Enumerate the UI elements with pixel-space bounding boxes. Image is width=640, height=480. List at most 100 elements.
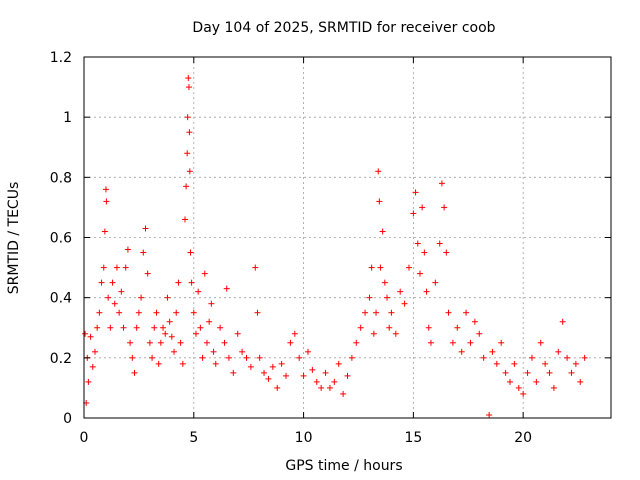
data-point <box>116 309 123 316</box>
y-tick-label: 0.4 <box>50 291 72 307</box>
data-point <box>291 330 298 337</box>
data-point <box>135 309 142 316</box>
data-point <box>151 324 158 331</box>
data-point <box>192 330 199 337</box>
data-point <box>113 264 120 271</box>
data-point <box>252 264 259 271</box>
data-point <box>370 330 377 337</box>
data-point <box>111 300 118 307</box>
data-point <box>425 324 432 331</box>
data-point <box>498 339 505 346</box>
data-point <box>254 309 261 316</box>
data-point <box>427 339 434 346</box>
data-point <box>489 348 496 355</box>
data-point <box>91 348 98 355</box>
data-point <box>109 279 116 286</box>
y-tick-label: 1 <box>63 110 72 126</box>
data-point <box>416 270 423 277</box>
data-point <box>436 240 443 247</box>
y-tick-label: 1.2 <box>50 50 72 66</box>
x-tick-label: 15 <box>404 430 422 446</box>
data-point <box>443 249 450 256</box>
data-point <box>414 240 421 247</box>
x-tick-label: 0 <box>80 430 89 446</box>
data-point <box>201 270 208 277</box>
data-point <box>388 309 395 316</box>
data-point <box>138 294 145 301</box>
data-point <box>376 198 383 205</box>
data-point <box>405 264 412 271</box>
data-point <box>486 411 493 418</box>
data-point <box>94 324 101 331</box>
data-point <box>421 249 428 256</box>
x-tick-label: 5 <box>189 430 198 446</box>
data-point <box>87 333 94 340</box>
data-point <box>265 375 272 382</box>
data-point <box>187 249 194 256</box>
data-point <box>458 348 465 355</box>
data-point <box>221 339 228 346</box>
data-point <box>379 228 386 235</box>
data-point <box>326 384 333 391</box>
data-point <box>146 339 153 346</box>
data-point <box>184 150 191 157</box>
y-tick-label: 0.6 <box>50 231 72 247</box>
data-point <box>243 354 250 361</box>
data-point <box>581 354 588 361</box>
data-point <box>438 180 445 187</box>
data-point <box>340 390 347 397</box>
y-tick-label: 0.8 <box>50 170 72 186</box>
data-point <box>287 339 294 346</box>
data-point <box>164 294 171 301</box>
data-points <box>82 75 588 418</box>
data-point <box>155 360 162 367</box>
data-point <box>179 360 186 367</box>
data-point <box>89 363 96 370</box>
data-point <box>197 324 204 331</box>
data-point <box>463 309 470 316</box>
plot-frame <box>83 56 612 419</box>
data-point <box>528 354 535 361</box>
data-point <box>105 294 112 301</box>
data-point <box>445 309 452 316</box>
data-point <box>309 366 316 373</box>
data-point <box>120 324 127 331</box>
data-point <box>555 348 562 355</box>
data-point <box>467 339 474 346</box>
data-point <box>230 369 237 376</box>
data-point <box>506 378 513 385</box>
data-point <box>162 330 169 337</box>
data-point <box>186 129 193 136</box>
data-point <box>133 324 140 331</box>
chart-title: Day 104 of 2025, SRMTID for receiver coo… <box>192 20 495 36</box>
data-point <box>401 300 408 307</box>
data-point <box>102 186 109 193</box>
data-point <box>212 360 219 367</box>
data-point <box>118 288 125 295</box>
data-point <box>239 348 246 355</box>
data-point <box>217 324 224 331</box>
data-point <box>559 318 566 325</box>
data-point <box>184 114 191 121</box>
data-point <box>386 324 393 331</box>
data-point <box>546 369 553 376</box>
x-tick-label: 10 <box>295 430 313 446</box>
data-point <box>247 363 254 370</box>
data-point <box>381 279 388 286</box>
data-point <box>511 360 518 367</box>
data-point <box>274 384 281 391</box>
data-point <box>142 225 149 232</box>
data-point <box>318 384 325 391</box>
data-point <box>537 339 544 346</box>
data-point <box>373 309 380 316</box>
data-point <box>269 363 276 370</box>
data-point <box>542 360 549 367</box>
data-point <box>122 264 129 271</box>
data-point <box>175 279 182 286</box>
data-point <box>144 270 151 277</box>
data-point <box>195 288 202 295</box>
data-point <box>397 288 404 295</box>
data-point <box>124 246 131 253</box>
y-tick-label: 0.2 <box>50 351 72 367</box>
